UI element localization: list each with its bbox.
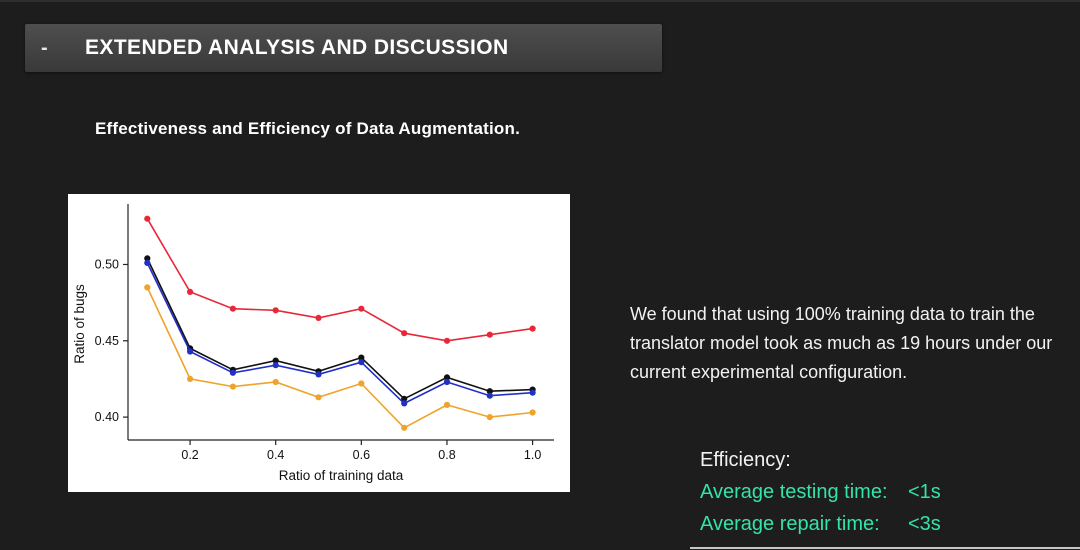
slide-subtitle: Effectiveness and Efficiency of Data Aug…	[95, 119, 521, 138]
svg-text:1.0: 1.0	[524, 448, 541, 462]
repair-time-label: Average repair time:	[700, 513, 880, 535]
efficiency-block: Efficiency: Average testing time: <1s Ave…	[700, 444, 1060, 540]
title-bar: - EXTENDED ANALYSIS AND DISCUSSION	[25, 24, 662, 72]
svg-text:0.8: 0.8	[438, 448, 455, 462]
efficiency-heading: Efficiency:	[700, 449, 791, 471]
svg-text:Ratio of bugs: Ratio of bugs	[72, 284, 87, 364]
repair-time-value: <3s	[908, 513, 941, 535]
svg-text:0.50: 0.50	[95, 257, 119, 271]
title-dash: -	[41, 36, 48, 59]
svg-text:Ratio of training data: Ratio of training data	[279, 468, 404, 483]
footer-line	[690, 547, 1080, 549]
svg-text:0.45: 0.45	[95, 334, 119, 348]
testing-time-value: <1s	[908, 481, 941, 503]
body-text: We found that using 100% training data t…	[630, 304, 1053, 382]
svg-text:0.6: 0.6	[353, 448, 370, 462]
slide-title: EXTENDED ANALYSIS AND DISCUSSION	[85, 36, 509, 59]
line-chart: 0.40 0.45 0.50 0.2 0.4 0.6 0.8 1.0 Ratio of trai…	[72, 204, 554, 483]
chart-panel: 0.40 0.45 0.50 0.2 0.4 0.6 0.8 1.0 Ratio of trai…	[68, 194, 570, 492]
svg-text:0.4: 0.4	[267, 448, 284, 462]
svg-text:0.2: 0.2	[181, 448, 198, 462]
svg-text:0.40: 0.40	[95, 410, 119, 424]
efficiency-repair-line: Average repair time: <3s	[700, 508, 1060, 540]
efficiency-testing-line: Average testing time: <1s	[700, 476, 1060, 508]
testing-time-label: Average testing time:	[700, 481, 888, 503]
